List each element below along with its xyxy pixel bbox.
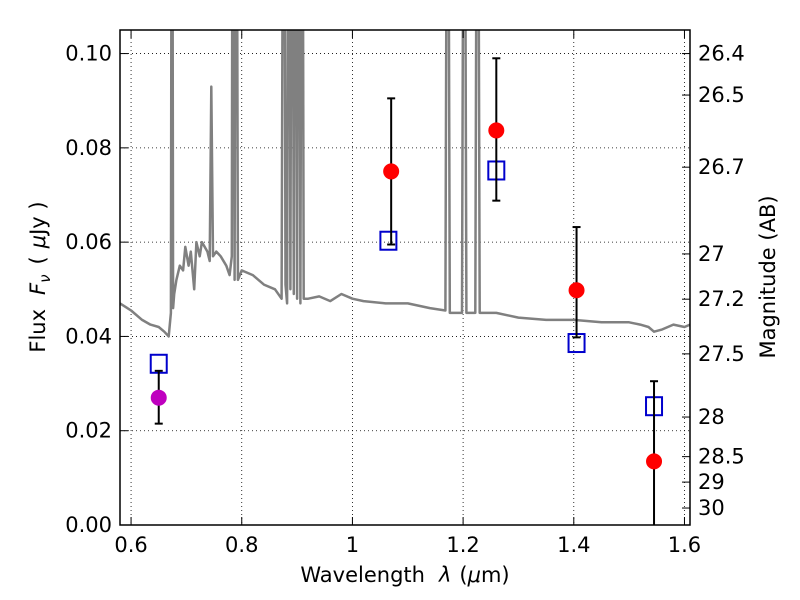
x-axis-label: Wavelength λ (μm) [300, 563, 509, 587]
x-tick-label: 1.6 [668, 533, 701, 557]
y2-tick-label: 27.2 [698, 287, 745, 311]
observed-photometry-point [568, 282, 585, 299]
observed-photometry-point [150, 389, 167, 406]
x-tick-label: 1.4 [557, 533, 590, 557]
y-tick-label: 0.04 [65, 324, 112, 348]
observed-photometry-point [488, 122, 505, 139]
x-tick-label: 1 [346, 533, 359, 557]
y-tick-label: 0.10 [65, 42, 112, 66]
y2-tick-label: 26.4 [698, 42, 745, 66]
y-tick-label: 0.02 [65, 419, 112, 443]
y-axis-label: FluxFν(μJy ) [26, 201, 54, 352]
y-tick-label: 0.06 [65, 230, 112, 254]
x-tick-label: 0.6 [114, 533, 147, 557]
y2-tick-label: 27.5 [698, 342, 745, 366]
y2-axis-label: Magnitude (AB) [756, 195, 780, 358]
y-tick-label: 0.08 [65, 136, 112, 160]
model-photometry-square [379, 230, 398, 251]
y2-tick-label: 29 [698, 470, 725, 494]
observed-photometry-point [383, 163, 400, 180]
x-tick-label: 1.2 [446, 533, 479, 557]
y2-tick-label: 27 [698, 242, 725, 266]
sed-model-line [120, 30, 690, 338]
y2-tick-label: 26.7 [698, 155, 745, 179]
y2-tick-label: 28 [698, 405, 725, 429]
y2-tick-label: 28.5 [698, 445, 745, 469]
x-tick-label: 0.8 [225, 533, 258, 557]
plot-area [120, 30, 690, 338]
y-tick-label: 0.00 [65, 513, 112, 537]
y2-tick-label: 30 [698, 496, 725, 520]
y2-tick-label: 26.5 [698, 83, 745, 107]
marker-layer [149, 57, 664, 525]
plot-frame [119, 29, 691, 526]
tick-layer: 0.6 0.8 1 1.2 1.4 1.6 0.00 0.02 0.04 0.06 0.08 0.10… [65, 30, 745, 557]
observed-photometry-point [646, 453, 663, 470]
